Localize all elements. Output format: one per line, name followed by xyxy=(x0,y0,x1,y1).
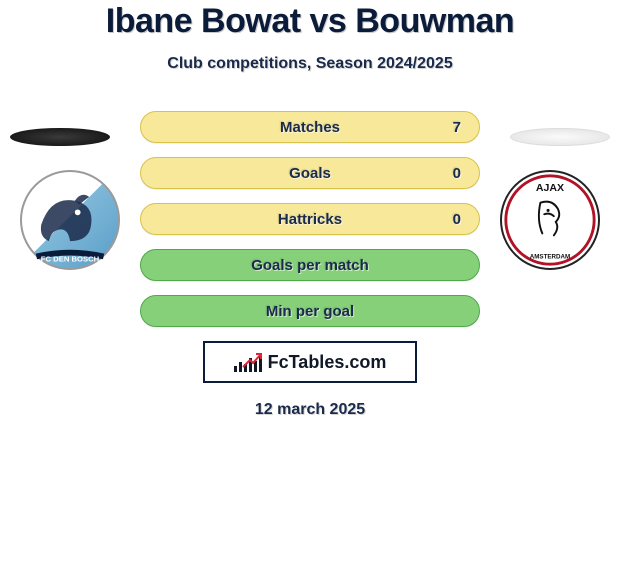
stats-list: Matches 7 Goals 0 Hattricks 0 Goals per match M… xyxy=(140,111,480,327)
stat-label: Hattricks xyxy=(278,211,342,228)
svg-text:AMSTERDAM: AMSTERDAM xyxy=(530,253,571,260)
date-text: 12 march 2025 xyxy=(0,401,620,419)
stat-label: Min per goal xyxy=(266,303,354,320)
subtitle: Club competitions, Season 2024/2025 xyxy=(0,55,620,73)
site-badge[interactable]: FcTables.com xyxy=(203,341,417,383)
den-bosch-crest-icon: FC DEN BOSCH xyxy=(20,170,120,270)
stat-row: Hattricks 0 xyxy=(140,203,480,235)
stat-value: 7 xyxy=(453,119,461,136)
dragon-icon: FC DEN BOSCH xyxy=(22,170,118,270)
stat-row: Goals 0 xyxy=(140,157,480,189)
stat-label: Goals per match xyxy=(251,257,369,274)
stat-value: 0 xyxy=(453,165,461,182)
left-team-crest: FC DEN BOSCH xyxy=(20,170,120,270)
stat-row: Goals per match xyxy=(140,249,480,281)
right-player-ellipse xyxy=(510,128,610,146)
stat-row: Min per goal xyxy=(140,295,480,327)
svg-text:AJAX: AJAX xyxy=(536,182,564,194)
page-title: Ibane Bowat vs Bouwman xyxy=(0,2,620,41)
stat-row: Matches 7 xyxy=(140,111,480,143)
stat-value: 0 xyxy=(453,211,461,228)
ajax-crest-icon: AJAX AMSTERDAM xyxy=(500,170,600,270)
comparison-card: Ibane Bowat vs Bouwman Club competitions… xyxy=(0,0,620,419)
stat-label: Matches xyxy=(280,119,340,136)
site-label: FcTables.com xyxy=(268,352,387,373)
svg-text:FC DEN BOSCH: FC DEN BOSCH xyxy=(41,254,100,263)
stat-label: Goals xyxy=(289,165,331,182)
trend-arrow-icon xyxy=(242,351,262,371)
left-player-ellipse xyxy=(10,128,110,146)
right-team-crest: AJAX AMSTERDAM xyxy=(500,170,600,270)
ajax-head-icon: AJAX AMSTERDAM xyxy=(502,170,598,270)
